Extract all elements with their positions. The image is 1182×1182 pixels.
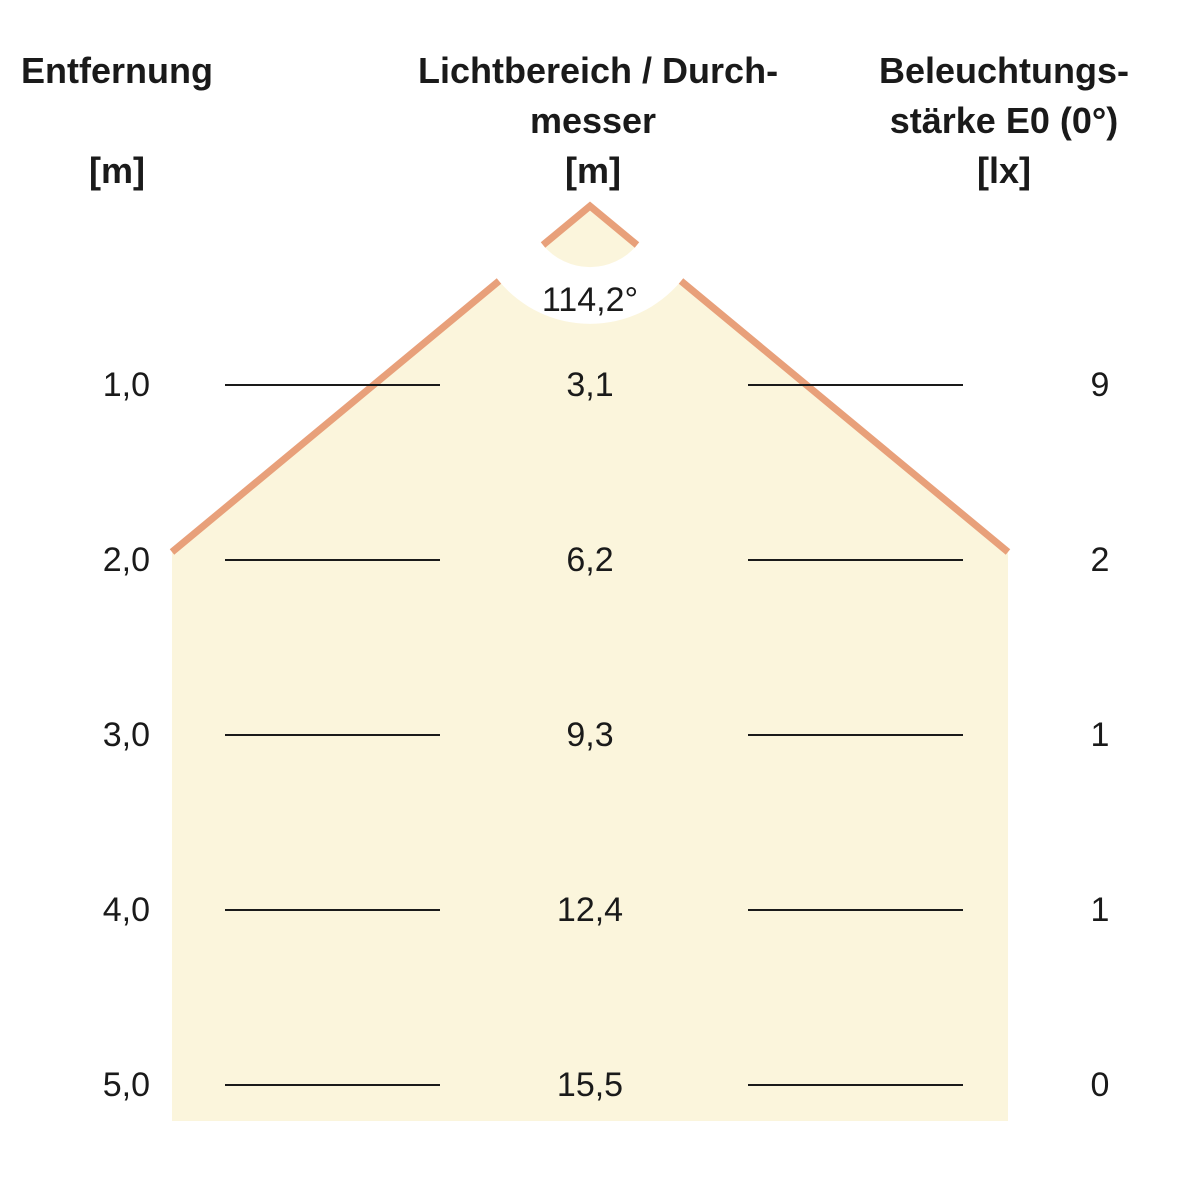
- distance-value: 1,0: [102, 366, 150, 404]
- header-diameter-line2: messer: [529, 100, 657, 141]
- row-reference-lines: [225, 384, 963, 1086]
- diameter-value: 15,5: [556, 1066, 624, 1104]
- header-illuminance-unit: [lx]: [977, 150, 1031, 191]
- beam-cone-fill: [172, 281, 1008, 1121]
- beam-angle-label: 114,2°: [541, 281, 639, 319]
- illuminance-value: 2: [1090, 541, 1110, 579]
- diameter-value: 12,4: [556, 891, 624, 929]
- illuminance-value: 9: [1090, 366, 1110, 404]
- beam-apex-sector: [543, 206, 637, 268]
- header-distance-line2: [10, 96, 224, 146]
- header-distance-line1: Entfernung: [21, 50, 213, 91]
- distance-value: 4,0: [102, 891, 150, 929]
- header-distance-unit: [m]: [89, 150, 145, 191]
- illuminance-value: 1: [1090, 891, 1110, 929]
- beam-edge-lines: [169, 201, 1011, 555]
- header-diameter-unit: [m]: [565, 150, 621, 191]
- header-illuminance-line2: stärke E0 (0°): [889, 100, 1119, 141]
- diameter-value: 3,1: [566, 366, 614, 404]
- header-diameter: Lichtbereich / Durch- messer [m]: [418, 46, 779, 196]
- header-distance: Entfernung [m]: [10, 46, 224, 196]
- diameter-value: 9,3: [566, 716, 614, 754]
- header-diameter-line1: Lichtbereich / Durch-: [418, 50, 779, 91]
- distance-value: 2,0: [102, 541, 150, 579]
- diameter-value: 6,2: [566, 541, 614, 579]
- distance-value: 5,0: [102, 1066, 150, 1104]
- distance-value: 3,0: [102, 716, 150, 754]
- header-illuminance: Beleuchtungs- stärke E0 (0°) [lx]: [829, 46, 1179, 196]
- illuminance-value: 0: [1090, 1066, 1110, 1104]
- illuminance-value: 1: [1090, 716, 1110, 754]
- header-illuminance-line1: Beleuchtungs-: [878, 50, 1129, 91]
